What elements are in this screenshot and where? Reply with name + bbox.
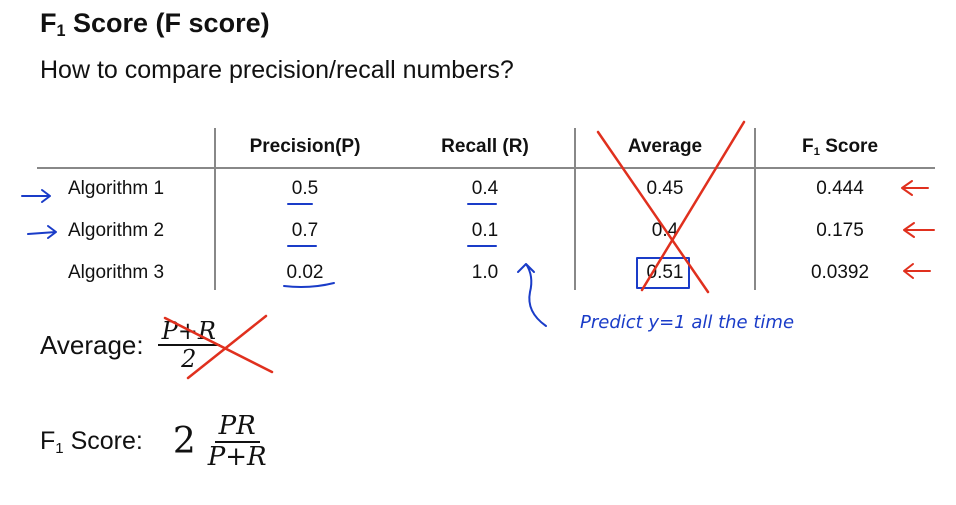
cross-out-average-formula-2 [186,314,268,380]
header-divider [37,167,935,169]
col-divider-2 [574,128,576,290]
curved-arrow-icon [517,263,547,327]
row-label-algorithm-3: Algorithm 3 [68,262,165,283]
f1-label: F1 Score: [40,426,143,457]
blue-arrow-icon-row2 [27,225,57,239]
cell-f1-2: 0.175 [816,220,864,241]
f1-formula: F1 Score: 2 PR P+R [40,412,267,471]
f1-fraction: PR P+R [207,411,267,472]
red-arrow-icon-row1 [901,180,929,196]
row-label-algorithm-2: Algorithm 2 [68,220,165,241]
slide-subtitle: How to compare precision/recall numbers? [40,56,514,84]
cross-out-average-2 [640,120,746,292]
header-precision: Precision(P) [249,136,361,157]
red-arrow-icon-row2 [903,222,935,238]
header-recall: Recall (R) [441,136,529,157]
highlight-box-0-51 [636,257,690,289]
cell-precision-3: 0.02 [286,262,324,283]
cell-f1-3: 0.0392 [810,262,870,283]
red-arrow-icon-row3 [903,263,931,279]
cell-precision-1: 0.5 [291,178,319,199]
cell-precision-2: 0.7 [291,220,319,241]
slide-title: F1 Score (F score) [40,8,270,41]
cell-recall-1: 0.4 [471,178,499,199]
cross-out-average-formula-1 [163,316,274,374]
handwritten-annotation: Predict y=1 all the time [580,312,795,333]
col-divider-1 [214,128,216,290]
cell-recall-2: 0.1 [471,220,499,241]
header-f1: F1 Score [801,136,879,158]
f1-coefficient: 2 [172,421,196,463]
row-label-algorithm-1: Algorithm 1 [68,178,165,199]
cross-out-average-1 [596,130,710,294]
average-label: Average: [40,329,144,360]
underline-precision-3 [283,282,335,288]
cell-f1-1: 0.444 [816,178,864,199]
cell-average-1: 0.45 [646,178,684,199]
blue-arrow-icon-row1 [21,189,51,203]
cell-recall-3: 1.0 [471,262,499,283]
col-divider-3 [754,128,756,290]
header-average: Average [627,136,703,157]
